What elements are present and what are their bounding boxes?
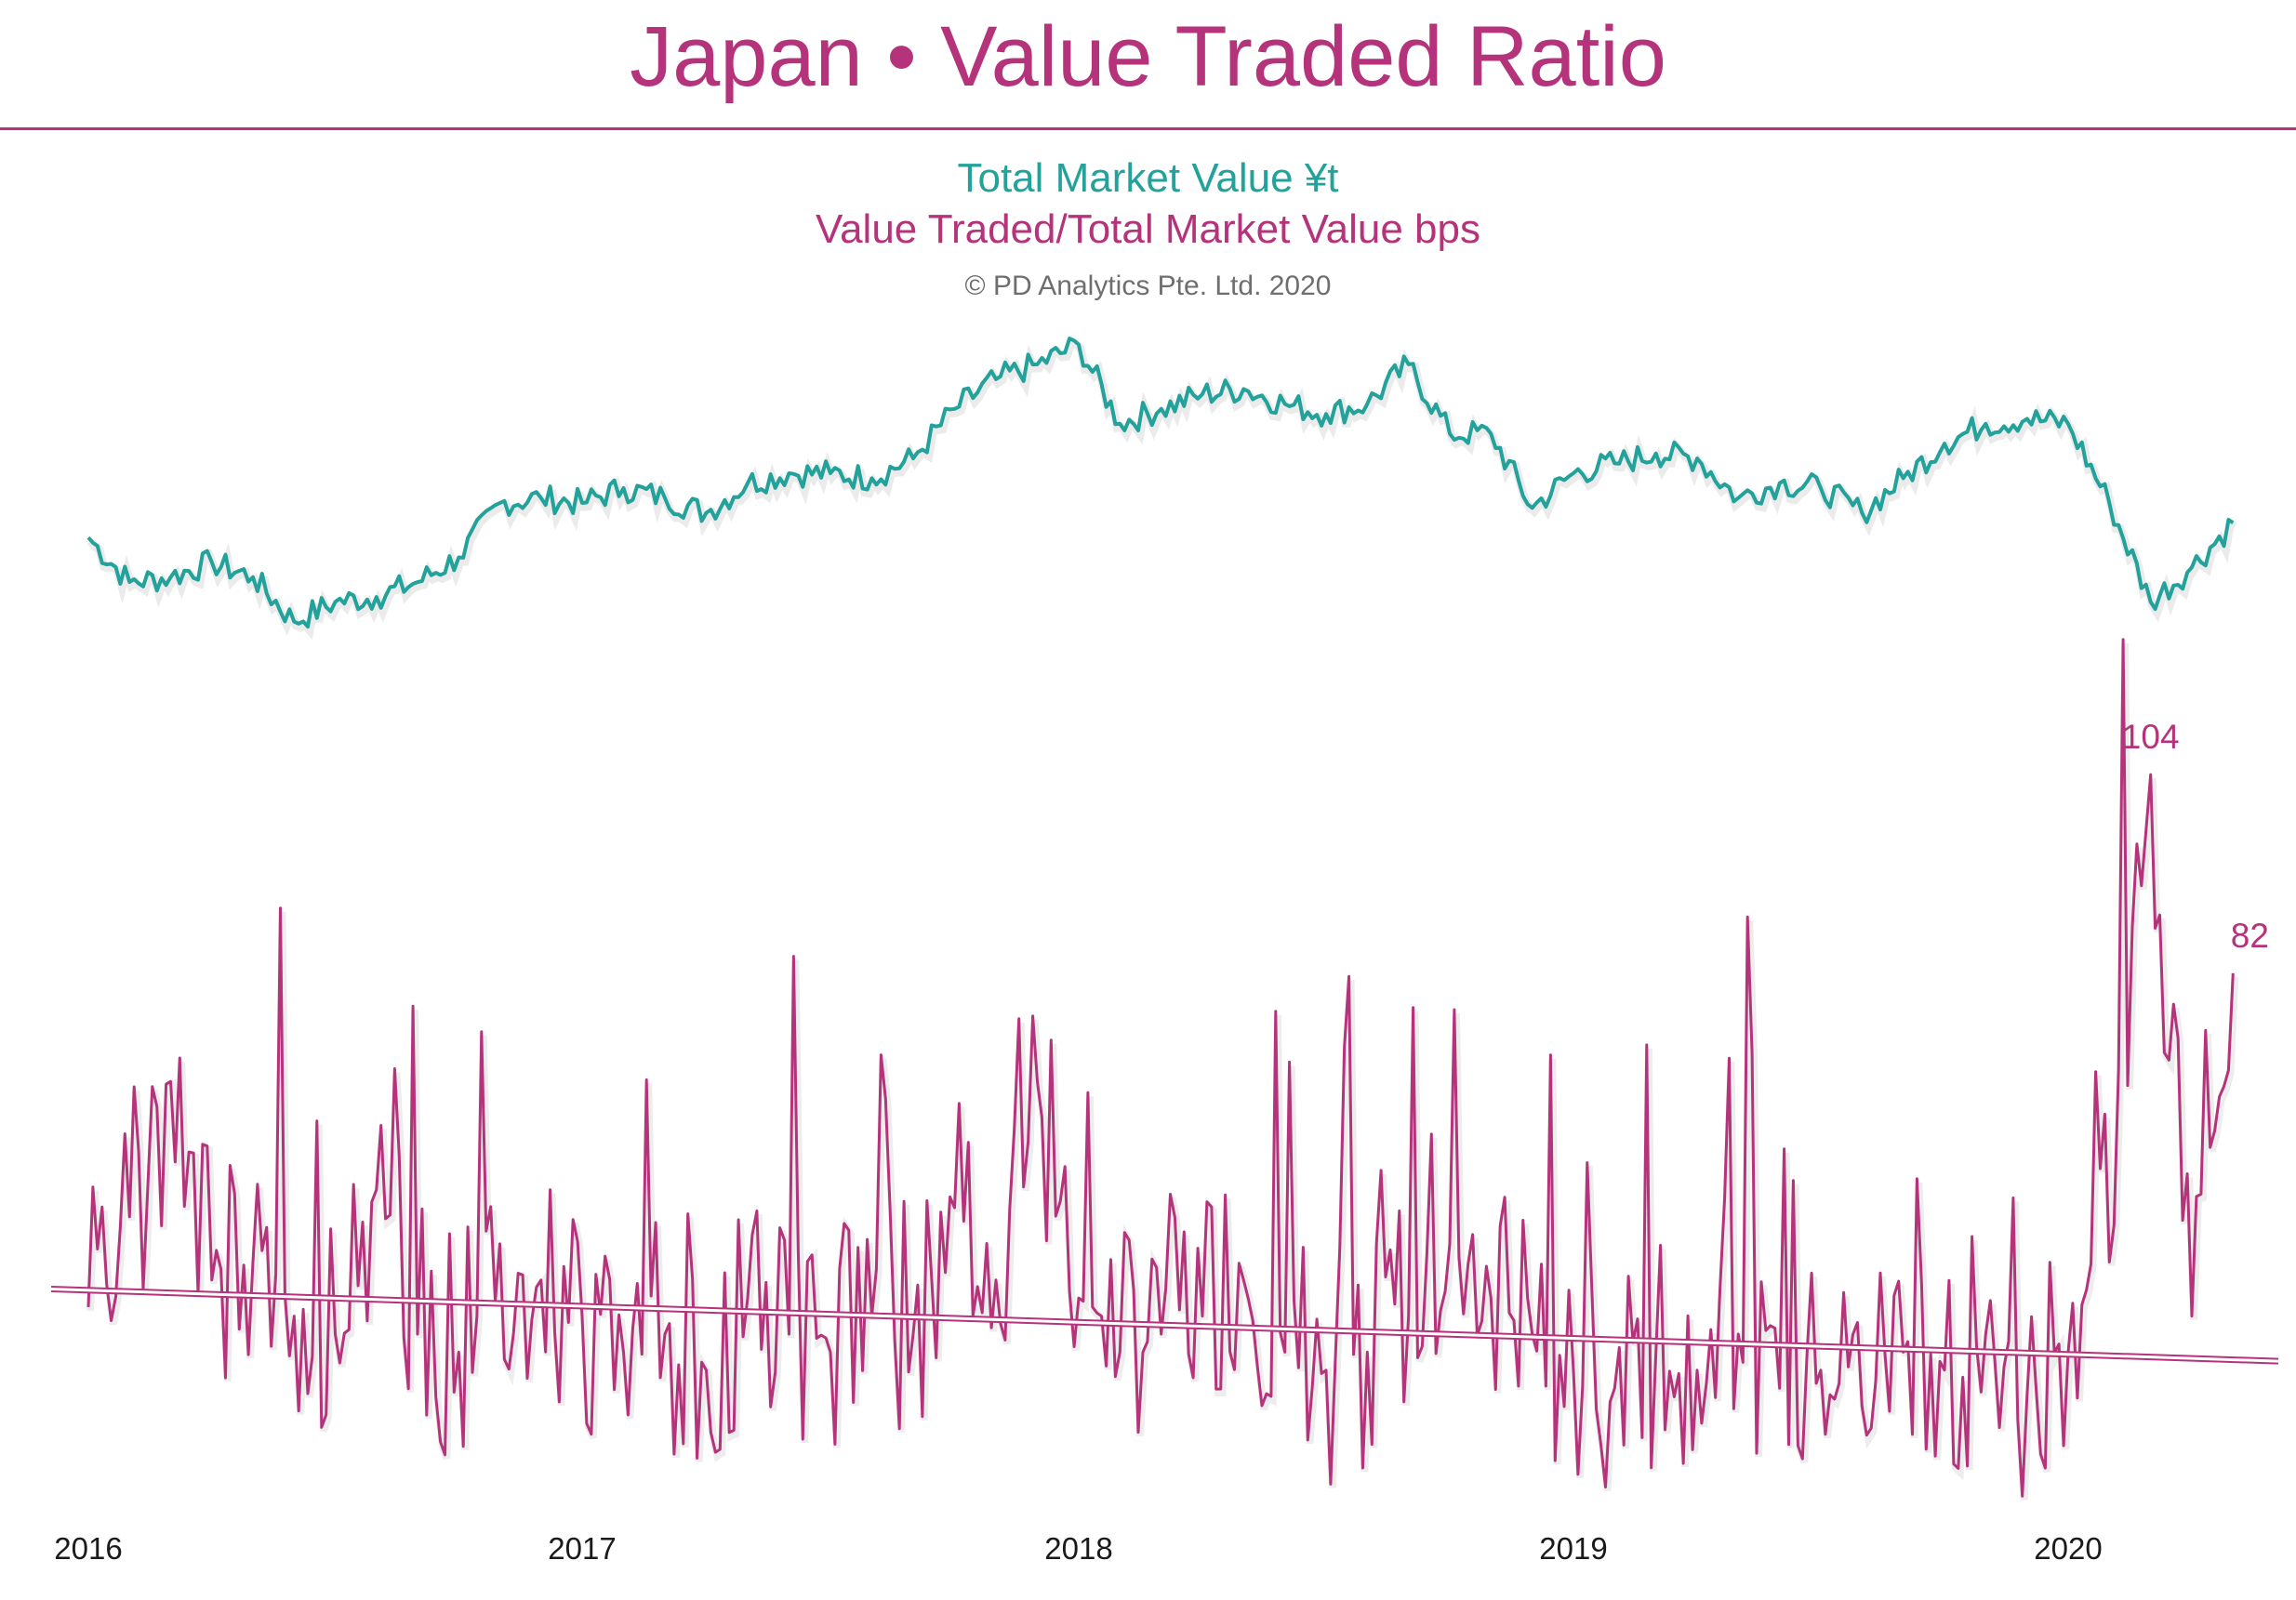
x-tick-2020: 2020 bbox=[2034, 1531, 2102, 1566]
legend-market-value: Total Market Value ¥t bbox=[957, 155, 1339, 201]
market-value-line bbox=[86, 337, 2235, 629]
ratio-shadow bbox=[86, 642, 2239, 1501]
ratio-line bbox=[86, 638, 2235, 1498]
x-tick-2017: 2017 bbox=[548, 1531, 616, 1566]
trendline-inner bbox=[50, 1287, 2279, 1363]
title-divider bbox=[0, 127, 2296, 130]
data-label-82: 82 bbox=[2231, 917, 2269, 955]
data-label-104: 104 bbox=[2122, 718, 2180, 756]
chart-title: Japan • Value Traded Ratio bbox=[630, 9, 1666, 104]
market-value-shadow bbox=[86, 336, 2237, 641]
x-tick-2016: 2016 bbox=[54, 1531, 122, 1566]
x-tick-2018: 2018 bbox=[1044, 1531, 1112, 1566]
legend-value-traded-ratio: Value Traded/Total Market Value bps bbox=[816, 206, 1480, 252]
x-tick-2019: 2019 bbox=[1539, 1531, 1607, 1566]
copyright-notice: © PD Analytics Pte. Ltd. 2020 bbox=[964, 271, 1332, 301]
